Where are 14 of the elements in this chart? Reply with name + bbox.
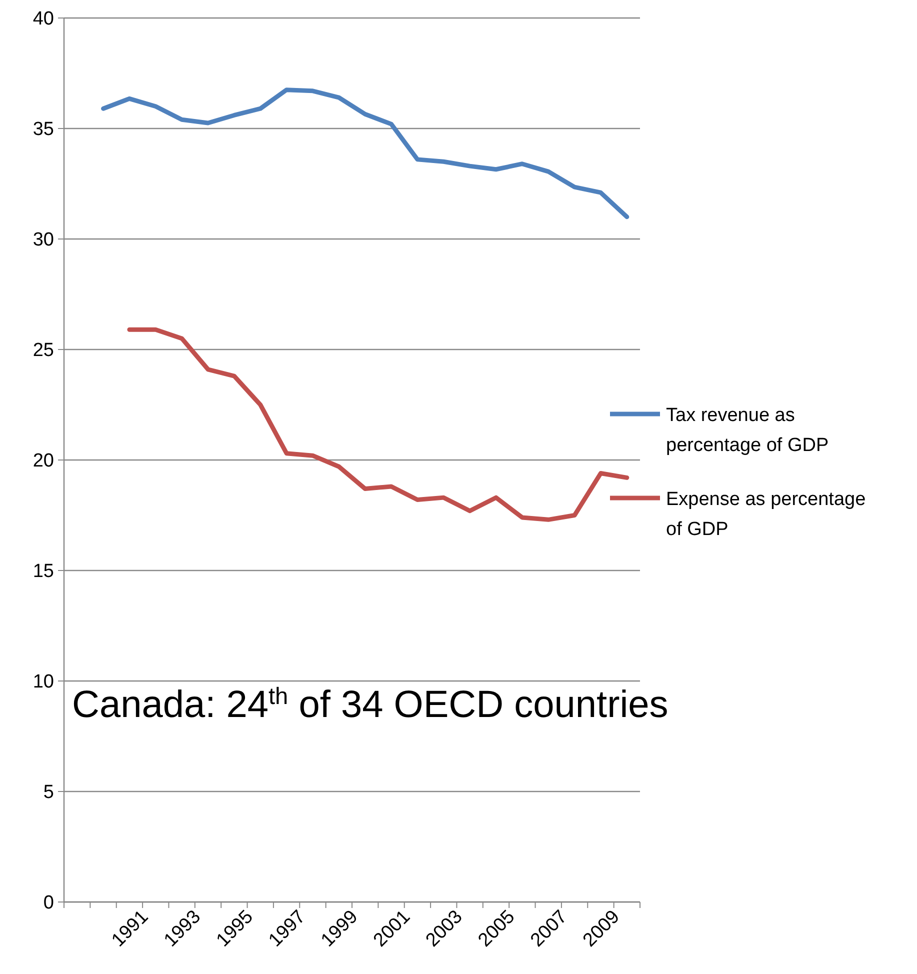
y-tick-label: 10 xyxy=(32,672,54,693)
annotation: Canada: 24$^{th}$ of 34 OECD countries xyxy=(72,683,668,726)
legend-label: Tax revenue as percentage of GDP xyxy=(666,405,829,456)
y-tick-label: 40 xyxy=(32,8,54,30)
y-tick-label: 20 xyxy=(32,450,54,472)
y-tick-label: 35 xyxy=(32,119,54,140)
y-tick-label: 15 xyxy=(32,561,54,582)
line-series xyxy=(101,88,630,220)
y-tick-label: 5 xyxy=(43,782,54,804)
y-tick-label: 30 xyxy=(32,230,54,251)
legend-label: Expense as percentage of GDP xyxy=(666,489,866,540)
y-tick-label: 25 xyxy=(32,340,54,362)
line-series xyxy=(127,327,630,522)
y-tick-label: 0 xyxy=(43,892,54,914)
